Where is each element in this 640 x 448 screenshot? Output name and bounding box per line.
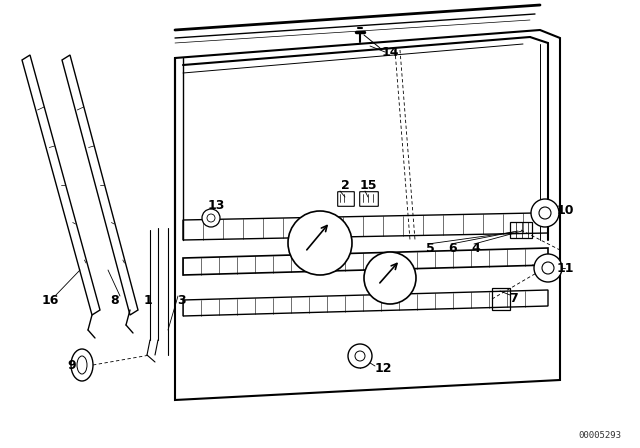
Text: 5: 5 bbox=[426, 241, 435, 254]
Text: 4: 4 bbox=[472, 241, 481, 254]
Circle shape bbox=[348, 344, 372, 368]
Bar bbox=[492, 288, 510, 310]
Text: 14: 14 bbox=[381, 46, 399, 59]
Circle shape bbox=[288, 211, 352, 275]
Bar bbox=[510, 222, 532, 238]
Text: 2: 2 bbox=[340, 178, 349, 191]
Text: 13: 13 bbox=[207, 198, 225, 211]
Text: 11: 11 bbox=[556, 262, 573, 275]
Text: 7: 7 bbox=[509, 292, 518, 305]
Text: 1: 1 bbox=[143, 293, 152, 306]
Text: 8: 8 bbox=[111, 293, 119, 306]
Text: 10: 10 bbox=[556, 203, 573, 216]
Circle shape bbox=[531, 199, 559, 227]
Text: 6: 6 bbox=[449, 241, 458, 254]
Text: 00005293: 00005293 bbox=[579, 431, 621, 439]
Text: 15: 15 bbox=[359, 178, 377, 191]
Circle shape bbox=[534, 254, 562, 282]
Text: 16: 16 bbox=[42, 293, 59, 306]
Text: 12: 12 bbox=[374, 362, 392, 375]
Text: 9: 9 bbox=[68, 358, 76, 371]
Circle shape bbox=[202, 209, 220, 227]
Circle shape bbox=[364, 252, 416, 304]
Ellipse shape bbox=[71, 349, 93, 381]
Text: 3: 3 bbox=[178, 293, 186, 306]
